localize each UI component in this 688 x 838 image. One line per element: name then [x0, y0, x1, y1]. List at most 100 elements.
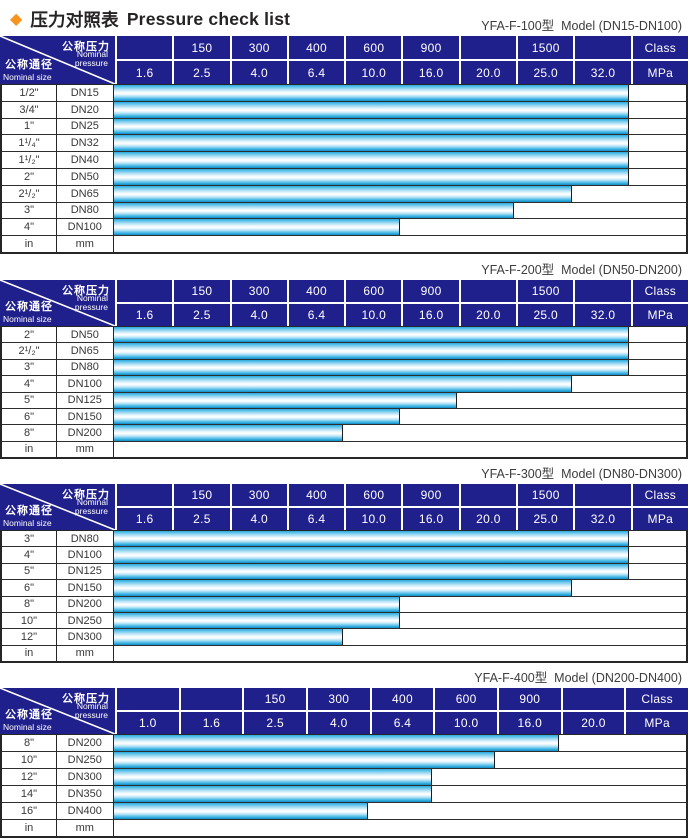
pressure-range-bar — [113, 343, 629, 359]
pressure-bar-area — [113, 101, 686, 118]
size-inch-cell: 14" — [2, 786, 57, 802]
mpa-header-cell: 1.0 — [117, 712, 179, 734]
size-dn-cell: DN50 — [57, 168, 114, 185]
size-inch-cell: 1" — [2, 118, 57, 135]
size-inch-cell: 1¹/₂" — [2, 152, 57, 168]
size-inch-cell: 8" — [2, 425, 57, 441]
size-inch-cell: 4" — [2, 547, 57, 563]
class-header-cell: 300 — [231, 280, 287, 302]
class-header-cell — [180, 688, 243, 710]
pressure-bar-area — [113, 786, 686, 802]
size-dn-cell: mm — [57, 820, 114, 836]
corner-size-cn: 公称通径 — [5, 301, 53, 313]
mpa-header-cell: 2.5 — [174, 508, 230, 530]
size-inch-cell: in — [2, 441, 57, 457]
mpa-header-cell: 20.0 — [562, 712, 625, 734]
class-header-cell: 400 — [288, 36, 345, 59]
pressure-range-bar — [113, 563, 629, 580]
pressure-range-bar — [113, 392, 457, 408]
size-dn-cell: DN100 — [57, 219, 114, 236]
page-title-cn: 压力对照表 — [30, 10, 119, 30]
mpa-header-cell: 6.4 — [288, 304, 345, 326]
mpa-header-cell: 4.0 — [231, 304, 287, 326]
mpa-header-cell: 2.5 — [244, 712, 306, 734]
size-inch-cell: 8" — [2, 735, 57, 751]
table-row: 14" DN350 — [2, 786, 686, 803]
mpa-header-cell: 20.0 — [460, 61, 517, 84]
corner-pressure-en-line1: Nominal — [76, 293, 108, 303]
pressure-range-bar — [113, 769, 432, 785]
table-header: 公称压力 Nominal pressure 公称通径 Nominal size 150 30… — [0, 36, 688, 84]
pressure-range-bar — [113, 202, 515, 219]
mpa-header-cell: 10.0 — [346, 304, 402, 326]
size-dn-cell: mm — [57, 236, 114, 252]
class-header-cell — [575, 36, 631, 59]
corner-size-en: Nominal size — [3, 518, 52, 528]
table-row: 5" DN125 — [2, 563, 686, 581]
pressure-range-bar — [113, 596, 400, 612]
table-row: 6" DN150 — [2, 580, 686, 597]
pressure-bar-area — [113, 547, 686, 563]
pressure-bar-area — [113, 118, 686, 135]
mpa-header-cell: 1.6 — [180, 712, 243, 734]
mpa-header-cell: 16.0 — [403, 508, 459, 530]
corner-pressure-cn: 公称压力 — [62, 41, 110, 53]
size-inch-cell: 2" — [2, 327, 57, 343]
pressure-bar-area — [113, 735, 686, 751]
size-dn-cell: DN80 — [57, 202, 114, 219]
class-header-cell: Class — [632, 484, 688, 506]
pressure-range-bar — [113, 327, 629, 343]
pressure-range-bar — [113, 752, 496, 768]
class-header-cell: 150 — [244, 688, 306, 710]
corner-pressure-cn: 公称压力 — [62, 489, 110, 501]
table-row: 8" DN200 — [2, 735, 686, 752]
table-row: 12" DN300 — [2, 769, 686, 786]
table-row: in mm — [2, 820, 686, 836]
mpa-header-cell: 20.0 — [460, 508, 517, 530]
class-header-cell: 900 — [403, 36, 459, 59]
class-header-cell: 900 — [403, 280, 459, 302]
class-header-cell — [575, 484, 631, 506]
class-header-cell — [117, 280, 173, 302]
pressure-range-bar — [113, 629, 343, 645]
pressure-bar-area — [113, 236, 686, 252]
pressure-bar-area — [113, 629, 686, 645]
pressure-bar-area — [113, 752, 686, 768]
mpa-header-cell: 10.0 — [346, 508, 402, 530]
size-dn-cell: DN15 — [57, 85, 114, 101]
class-header-cell: 1500 — [518, 484, 574, 506]
size-inch-cell: 4" — [2, 219, 57, 236]
size-inch-cell: 2¹/₂" — [2, 343, 57, 359]
pressure-range-bar — [113, 185, 572, 202]
pressure-range-bar — [113, 408, 400, 425]
pressure-range-bar — [113, 101, 629, 118]
corner-size-en: Nominal size — [3, 314, 52, 324]
class-header-cell: Class — [632, 280, 688, 302]
pressure-range-bar — [113, 168, 629, 185]
class-header-cell: 150 — [174, 36, 230, 59]
pressure-bar-area — [113, 376, 686, 392]
mpa-header-cell: 25.0 — [518, 61, 574, 84]
corner-pressure-en: Nominal pressure — [75, 702, 108, 720]
table-row: 2¹/₂" DN65 — [2, 343, 686, 360]
mpa-header-cell: 6.4 — [288, 61, 345, 84]
table-body: 8" DN200 10" DN250 12" DN300 14" DN350 16" DN400 i… — [0, 734, 688, 838]
table-row: 4" DN100 — [2, 376, 686, 393]
corner-pressure-cn: 公称压力 — [62, 693, 110, 705]
size-dn-cell: DN50 — [57, 327, 114, 343]
class-header-cell — [460, 280, 517, 302]
mpa-header-cell: 25.0 — [518, 508, 574, 530]
pressure-bar-area — [113, 596, 686, 612]
size-inch-cell: 16" — [2, 803, 57, 819]
pressure-range-bar — [113, 85, 629, 101]
page-title-en: Pressure check list — [126, 9, 291, 29]
mpa-header-cell: 16.0 — [403, 304, 459, 326]
mpa-header-cell: 32.0 — [575, 61, 631, 84]
size-inch-cell: 2" — [2, 168, 57, 185]
pressure-bar-area — [113, 531, 686, 547]
pressure-bar-area — [113, 343, 686, 359]
class-header-cell: 600 — [346, 280, 402, 302]
diamond-icon: ◆ — [10, 10, 23, 28]
corner-pressure-en-line2: pressure — [74, 710, 108, 720]
size-inch-cell: 4" — [2, 376, 57, 392]
